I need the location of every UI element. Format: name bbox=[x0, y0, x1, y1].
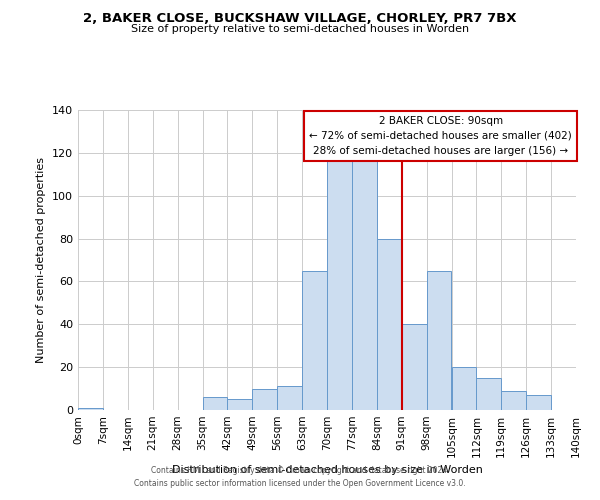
Bar bbox=[352, 157, 377, 410]
Bar bbox=[227, 400, 252, 410]
Text: Size of property relative to semi-detached houses in Worden: Size of property relative to semi-detach… bbox=[131, 24, 469, 34]
Bar bbox=[526, 395, 551, 410]
Bar bbox=[302, 270, 327, 410]
Bar bbox=[78, 408, 103, 410]
Bar bbox=[377, 238, 402, 410]
Bar bbox=[402, 324, 427, 410]
Bar bbox=[252, 388, 277, 410]
Y-axis label: Number of semi-detached properties: Number of semi-detached properties bbox=[37, 157, 46, 363]
Text: Contains HM Land Registry data © Crown copyright and database right 2024.
Contai: Contains HM Land Registry data © Crown c… bbox=[134, 466, 466, 487]
Text: 2 BAKER CLOSE: 90sqm
← 72% of semi-detached houses are smaller (402)
28% of semi: 2 BAKER CLOSE: 90sqm ← 72% of semi-detac… bbox=[310, 116, 572, 156]
Text: 2, BAKER CLOSE, BUCKSHAW VILLAGE, CHORLEY, PR7 7BX: 2, BAKER CLOSE, BUCKSHAW VILLAGE, CHORLE… bbox=[83, 12, 517, 26]
Bar bbox=[203, 397, 227, 410]
Bar bbox=[277, 386, 302, 410]
X-axis label: Distribution of semi-detached houses by size in Worden: Distribution of semi-detached houses by … bbox=[172, 466, 482, 475]
Bar bbox=[327, 162, 352, 410]
Bar bbox=[502, 390, 526, 410]
Bar bbox=[476, 378, 502, 410]
Bar bbox=[452, 367, 476, 410]
Bar bbox=[427, 270, 451, 410]
